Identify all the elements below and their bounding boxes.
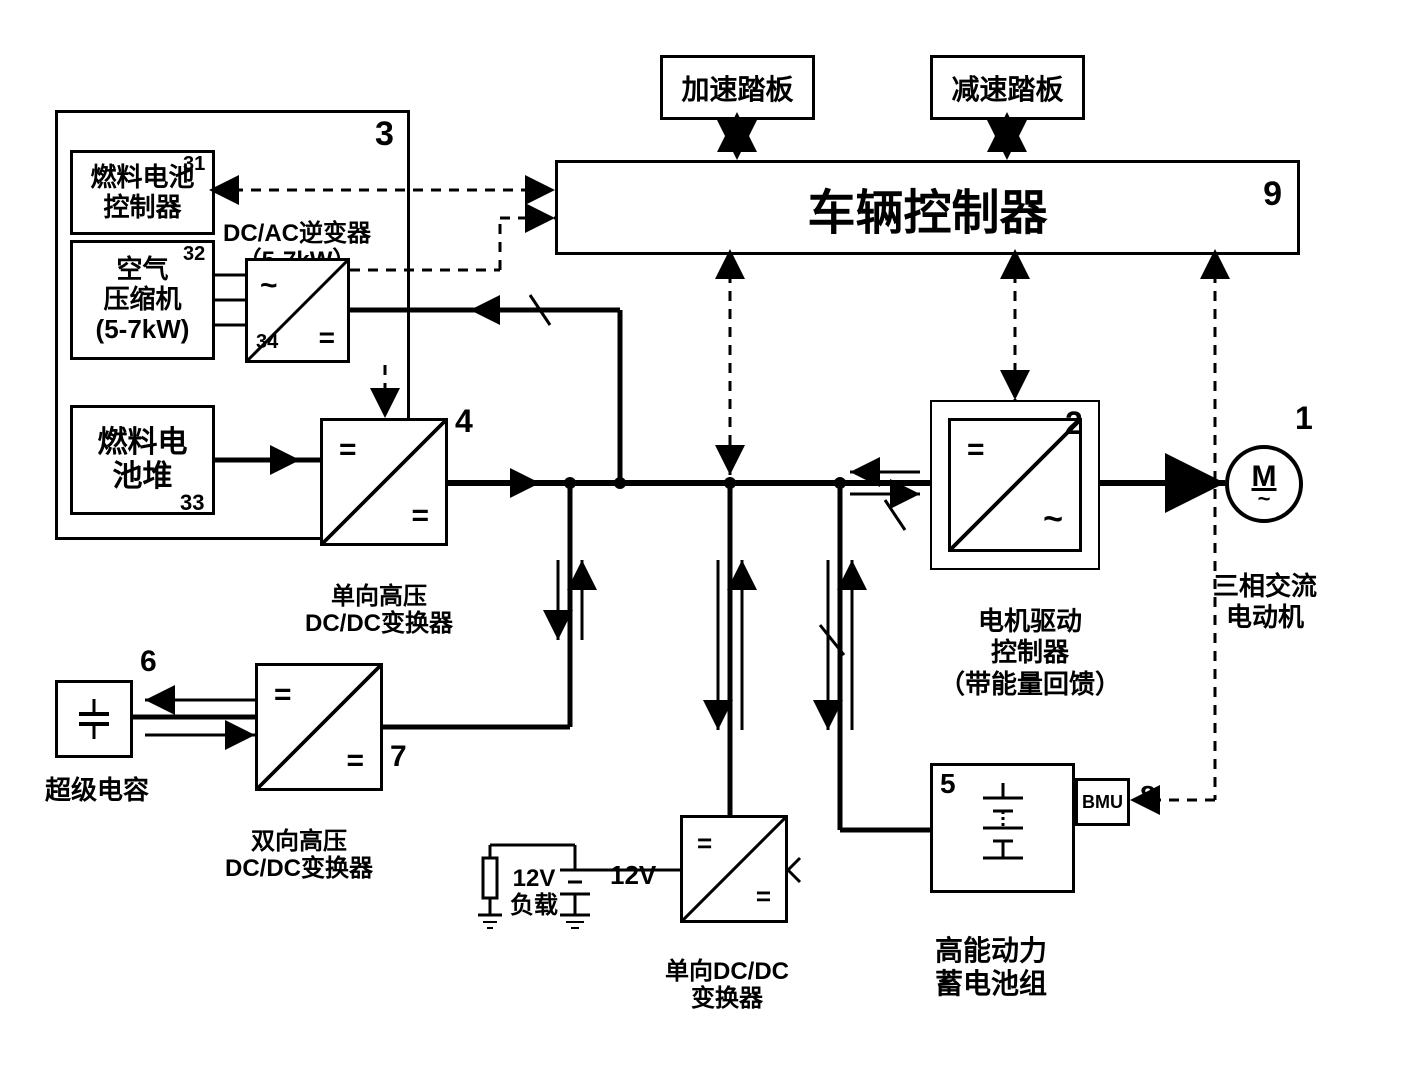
dcdc-uni-lv-in: = [697, 828, 712, 859]
bmu-id: 8 [1140, 780, 1156, 812]
dcdc-bi-hv-box: = = [255, 663, 383, 791]
dcdc-uni-hv-id: 4 [455, 403, 473, 440]
bmu-box: BMU [1075, 778, 1130, 826]
load12v-label: 12V 负载 [510, 840, 558, 919]
accel-pedal-box: 加速踏板 [660, 55, 815, 120]
battery-id: 5 [940, 768, 956, 800]
battery-icon [963, 783, 1043, 873]
air-compressor-id: 32 [183, 243, 205, 266]
decel-pedal-box: 减速踏板 [930, 55, 1085, 120]
dcdc-uni-lv-out: = [756, 881, 771, 912]
accel-pedal-label: 加速踏板 [681, 68, 793, 108]
inverter-box: ~ = 34 [245, 258, 350, 363]
fuel-stack-label: 燃料电 池堆 [98, 426, 188, 495]
dcdc-uni-hv-label: 单向高压 DC/DC变换器 [305, 555, 453, 638]
air-compressor-label: 空气 压缩机 (5-7kW) [96, 255, 190, 345]
motor-driver-in: = [967, 433, 985, 467]
fuel-cell-controller-id: 31 [183, 153, 205, 176]
bmu-label: BMU [1082, 792, 1123, 813]
dcdc-uni-lv-box: = = [680, 815, 788, 923]
supercap-id: 6 [140, 645, 157, 679]
motor-driver-box: = ~ [948, 418, 1082, 552]
inverter-id: 34 [256, 331, 278, 354]
dcdc-uni-hv-out: = [411, 499, 429, 533]
supercap-box [55, 680, 133, 758]
dcdc-bi-hv-label: 双向高压 DC/DC变换器 [225, 800, 373, 883]
fuel-stack-id: 33 [180, 490, 204, 516]
dcdc-bi-hv-id: 7 [390, 740, 407, 774]
motor-tilde: ~ [1258, 492, 1271, 505]
motor-label: 三相交流 电动机 [1190, 540, 1340, 634]
battery-label: 高能动力 蓄电池组 [935, 900, 1047, 1001]
decel-pedal-label: 减速踏板 [951, 68, 1063, 108]
motor-driver-out: ~ [1043, 500, 1063, 539]
dcdc-bi-hv-in: = [274, 678, 292, 712]
fuel-cell-controller-label: 燃料电池 控制器 [90, 163, 194, 223]
motor-circle: M ~ [1225, 445, 1303, 523]
motor-id: 1 [1295, 400, 1313, 437]
inverter-in: ~ [260, 269, 278, 303]
vehicle-controller-box: 车辆控制器 9 [555, 160, 1300, 255]
motor-driver-id: 2 [1065, 405, 1083, 442]
motor-driver-label: 电机驱动 控制器 （带能量回馈） [930, 575, 1130, 700]
dcdc-uni-hv-in: = [339, 433, 357, 467]
dcdc-bi-hv-out: = [346, 744, 364, 778]
vehicle-controller-label: 车辆控制器 [558, 173, 1297, 243]
vehicle-controller-id: 9 [1263, 175, 1282, 214]
load12v-volt: 12V [610, 860, 656, 891]
dcdc-uni-lv-label: 单向DC/DC 变换器 [665, 930, 789, 1013]
inverter-out: = [319, 322, 335, 354]
fuel-cell-group-id: 3 [375, 115, 394, 154]
supercap-icon [69, 694, 119, 744]
dcdc-uni-hv-box: = = [320, 418, 448, 546]
supercap-label: 超级电容 [45, 770, 149, 807]
